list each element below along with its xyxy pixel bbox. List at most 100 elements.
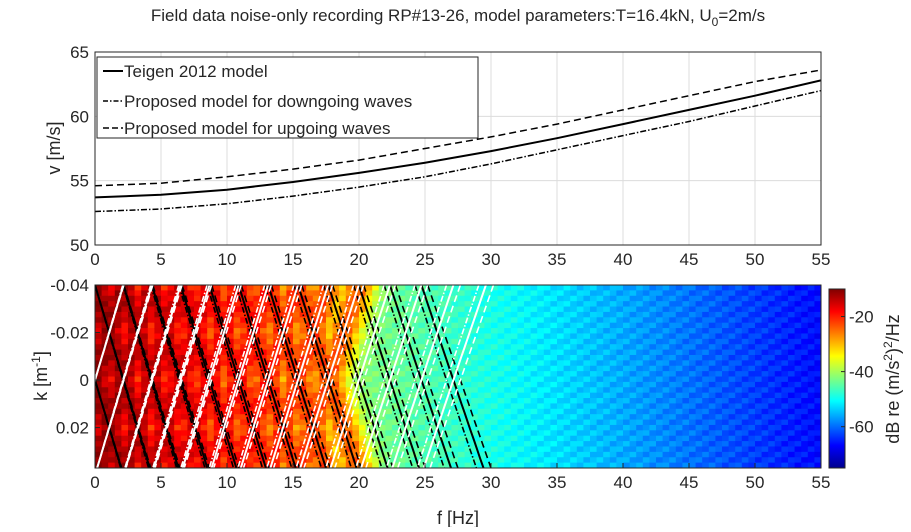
heatmap-cell: [741, 451, 749, 458]
heatmap-cell: [128, 354, 136, 361]
heatmap-cell: [629, 311, 637, 318]
heatmap-cell: [253, 311, 261, 318]
heatmap-cell: [200, 338, 208, 345]
heatmap-cell: [425, 365, 433, 372]
heatmap-cell: [814, 462, 821, 468]
heatmap-cell: [319, 435, 327, 442]
heatmap-cell: [524, 398, 532, 405]
heatmap-cell: [590, 317, 598, 324]
heatmap-cell: [121, 333, 129, 340]
heatmap-cell: [95, 435, 103, 442]
heatmap-cell: [220, 451, 228, 458]
heatmap-cell: [669, 381, 677, 388]
heatmap-cell: [484, 322, 492, 329]
heatmap-cell: [543, 311, 551, 318]
heatmap-cell: [220, 392, 228, 399]
heatmap-cell: [306, 392, 314, 399]
heatmap-cell: [570, 371, 578, 378]
heatmap-cell: [220, 290, 228, 297]
heatmap-cell: [524, 317, 532, 324]
heatmap-cell: [484, 354, 492, 361]
heatmap-cell: [121, 451, 129, 458]
heatmap-cell: [326, 457, 334, 464]
heatmap-cell: [497, 398, 505, 405]
heatmap-cell: [510, 387, 518, 394]
heatmap-cell: [722, 387, 730, 394]
heatmap-cell: [814, 301, 821, 308]
heatmap-cell: [161, 462, 169, 468]
heatmap-cell: [814, 295, 821, 302]
heatmap-cell: [352, 349, 360, 356]
heatmap-cell: [385, 301, 393, 308]
heatmap-cell: [293, 430, 301, 437]
heatmap-cell: [649, 285, 657, 291]
heatmap-cell: [590, 306, 598, 313]
heatmap-cell: [781, 376, 789, 383]
heatmap-cell: [425, 403, 433, 410]
heatmap-cell: [114, 333, 122, 340]
fk-line-up: [269, 285, 330, 468]
heatmap-cell: [708, 333, 716, 340]
heatmap-cell: [537, 354, 545, 361]
fk-line-up: [124, 285, 180, 468]
heatmap-cell: [128, 424, 136, 431]
heatmap-cell: [491, 387, 499, 394]
heatmap-cell: [464, 403, 472, 410]
heatmap-cell: [471, 365, 479, 372]
heatmap-cell: [451, 338, 459, 345]
fk-line-up: [212, 285, 273, 468]
heatmap-cell: [563, 301, 571, 308]
heatmap-cell: [260, 354, 268, 361]
fk-line-up: [355, 285, 416, 468]
heatmap-cell: [669, 290, 677, 297]
heatmap-cell: [583, 403, 591, 410]
heatmap-cell: [233, 365, 241, 372]
heatmap-cell: [418, 419, 426, 426]
heatmap-cell: [596, 392, 604, 399]
heatmap-cell: [101, 322, 109, 329]
heatmap-cell: [656, 381, 664, 388]
heatmap-cell: [213, 311, 221, 318]
heatmap-cell: [689, 333, 697, 340]
heatmap-cell: [161, 301, 169, 308]
heatmap-cell: [128, 392, 136, 399]
heatmap-cell: [590, 419, 598, 426]
heatmap-cell: [95, 371, 103, 378]
heatmap-cell: [180, 430, 188, 437]
heatmap-cell: [662, 408, 670, 415]
heatmap-cell: [477, 392, 485, 399]
heatmap-cell: [425, 344, 433, 351]
heatmap-cell: [207, 435, 215, 442]
heatmap-cell: [286, 333, 294, 340]
heatmap-cell: [801, 446, 809, 453]
heatmap-cell: [319, 322, 327, 329]
heatmap-cell: [161, 344, 169, 351]
heatmap-cell: [642, 392, 650, 399]
heatmap-cell: [623, 414, 631, 421]
heatmap-cell: [728, 381, 736, 388]
heatmap-cell: [134, 451, 142, 458]
heatmap-cell: [200, 419, 208, 426]
heatmap-cell: [352, 322, 360, 329]
heatmap-cell: [319, 344, 327, 351]
heatmap-cell: [200, 441, 208, 448]
heatmap-cell: [702, 446, 710, 453]
heatmap-cell: [326, 398, 334, 405]
heatmap-cell: [464, 295, 472, 302]
heatmap-cell: [134, 301, 142, 308]
heatmap-cell: [583, 360, 591, 367]
heatmap-cell: [537, 451, 545, 458]
heatmap-cell: [649, 435, 657, 442]
heatmap-cell: [332, 333, 340, 340]
heatmap-cell: [761, 408, 769, 415]
heatmap-cell: [814, 414, 821, 421]
heatmap-cell: [801, 295, 809, 302]
heatmap-cell: [174, 441, 182, 448]
heatmap-cell: [378, 457, 386, 464]
heatmap-cell: [642, 285, 650, 291]
heatmap-cell: [253, 441, 261, 448]
heatmap-cell: [194, 285, 202, 291]
heatmap-cell: [788, 446, 796, 453]
heatmap-cell: [794, 414, 802, 421]
